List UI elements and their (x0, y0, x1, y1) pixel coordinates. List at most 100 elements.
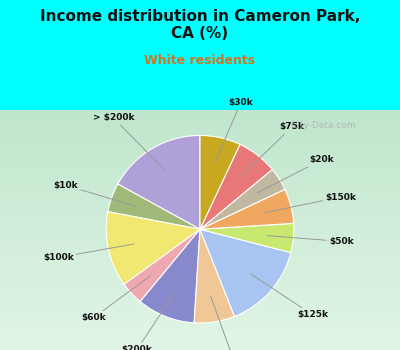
Bar (0, 324, 400, 325)
Bar (0, 189, 400, 190)
Bar (0, 316, 400, 318)
Bar (0, 223, 400, 224)
Bar (0, 331, 400, 332)
Bar (0, 207, 400, 209)
Bar (0, 216, 400, 217)
Bar (0, 246, 400, 247)
Bar (0, 168, 400, 169)
Bar (0, 259, 400, 260)
Text: White residents: White residents (144, 54, 256, 67)
Bar (0, 241, 400, 242)
Bar (0, 175, 400, 176)
Bar (0, 304, 400, 306)
Bar (0, 187, 400, 188)
Bar (0, 120, 400, 121)
Bar (0, 321, 400, 322)
Bar (0, 300, 400, 301)
Bar (0, 144, 400, 145)
Bar (0, 209, 400, 210)
Bar (0, 151, 400, 152)
Bar (0, 261, 400, 262)
Bar (0, 271, 400, 272)
Bar (0, 338, 400, 339)
Bar (0, 174, 400, 175)
Bar (0, 290, 400, 291)
Bar (0, 248, 400, 249)
Bar (0, 162, 400, 163)
Text: $40k: $40k (210, 296, 245, 350)
Bar (0, 161, 400, 162)
Bar (0, 328, 400, 330)
Bar (0, 238, 400, 240)
Bar (0, 203, 400, 204)
Bar (0, 273, 400, 274)
Bar (0, 314, 400, 315)
Bar (0, 225, 400, 226)
Bar (0, 193, 400, 194)
Text: $50k: $50k (267, 236, 354, 246)
Bar (0, 206, 400, 207)
Bar (0, 282, 400, 283)
Bar (0, 240, 400, 241)
Bar (0, 184, 400, 186)
Bar (0, 308, 400, 309)
Bar (0, 325, 400, 326)
Bar (0, 217, 400, 218)
Bar (0, 212, 400, 214)
Bar (0, 133, 400, 134)
Bar (0, 341, 400, 342)
Bar (0, 334, 400, 336)
Bar (0, 295, 400, 296)
Bar (0, 288, 400, 289)
Bar (0, 142, 400, 144)
Bar (0, 303, 400, 304)
Bar (0, 312, 400, 313)
Bar (0, 190, 400, 192)
Bar (0, 147, 400, 149)
Bar (0, 119, 400, 120)
Bar (0, 159, 400, 161)
Bar (0, 183, 400, 184)
Bar (0, 132, 400, 133)
Bar (0, 200, 400, 201)
Wedge shape (200, 229, 291, 316)
Bar (0, 197, 400, 198)
Bar (0, 177, 400, 178)
Bar (0, 136, 400, 138)
Bar (0, 276, 400, 277)
Bar (0, 125, 400, 126)
Bar (0, 156, 400, 157)
Bar (0, 146, 400, 147)
Text: $10k: $10k (54, 181, 136, 206)
Bar (0, 192, 400, 193)
Bar (0, 219, 400, 220)
Bar (0, 194, 400, 195)
Bar (0, 272, 400, 273)
Bar (0, 180, 400, 181)
Bar (0, 268, 400, 270)
Bar (0, 297, 400, 299)
Bar (0, 249, 400, 251)
Bar (0, 280, 400, 282)
Bar (0, 247, 400, 248)
Bar (0, 128, 400, 130)
Bar (0, 218, 400, 219)
Bar (0, 135, 400, 137)
Bar (0, 198, 400, 199)
Text: > $200k: > $200k (93, 113, 166, 171)
Bar (0, 131, 400, 132)
Bar (0, 127, 400, 128)
Bar (0, 182, 400, 183)
Text: $125k: $125k (251, 274, 328, 319)
Bar (0, 260, 400, 261)
Bar (0, 163, 400, 164)
Bar (0, 336, 400, 337)
Bar (0, 134, 400, 135)
Bar (0, 176, 400, 177)
Bar (0, 157, 400, 158)
Bar (0, 284, 400, 285)
Bar (0, 204, 400, 205)
Bar (0, 122, 400, 124)
Bar (0, 251, 400, 252)
Bar (0, 115, 400, 116)
